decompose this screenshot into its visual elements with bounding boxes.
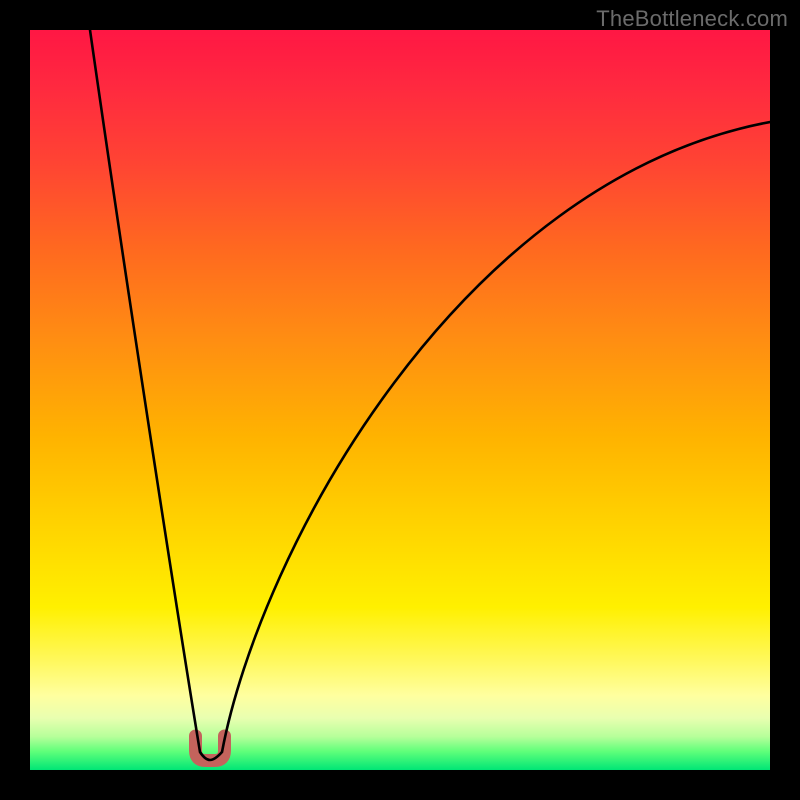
watermark-text: TheBottleneck.com (596, 6, 788, 32)
curve-path (90, 30, 770, 760)
bottleneck-curve (30, 30, 770, 770)
plot-area (30, 30, 770, 770)
chart-frame: TheBottleneck.com (0, 0, 800, 800)
